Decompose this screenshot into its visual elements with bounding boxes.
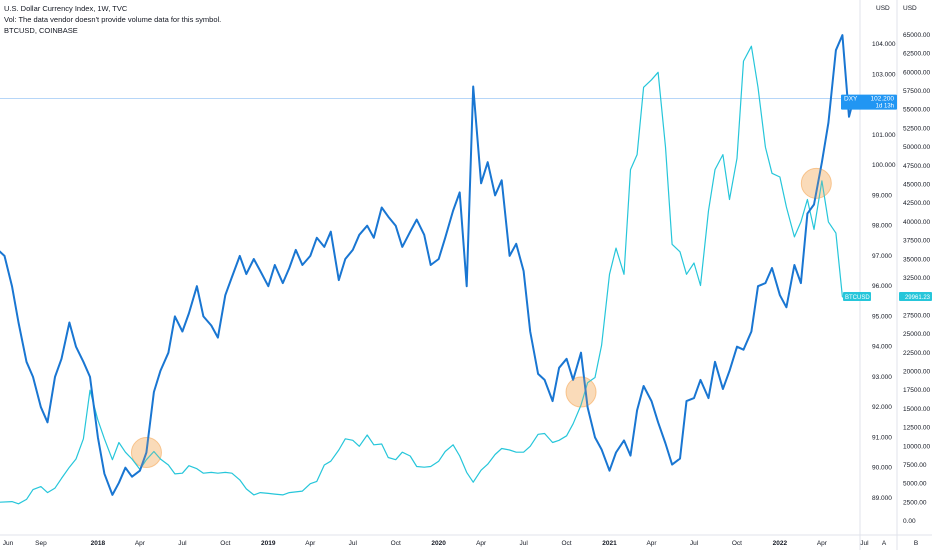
dxy-axis-tick-label: 103.000 bbox=[872, 71, 896, 78]
dxy-axis-tick-label: 91.000 bbox=[872, 434, 892, 441]
dxy-axis-tick-label: 104.000 bbox=[872, 41, 896, 48]
btc-axis-tick-label: 45000.00 bbox=[903, 182, 930, 189]
btc-axis-tick-label: 40000.00 bbox=[903, 219, 930, 226]
time-axis-tick-label: 2020 bbox=[431, 540, 446, 547]
btc-axis-tick-label: 15000.00 bbox=[903, 406, 930, 413]
dxy-tag-value: 102.200 bbox=[871, 96, 895, 103]
dxy-axis-tick-label: 92.000 bbox=[872, 404, 892, 411]
time-axis-tick-label: 2019 bbox=[261, 540, 276, 547]
dxy-axis-tick-label: 90.000 bbox=[872, 465, 892, 472]
dxy-axis-tick-label: 96.000 bbox=[872, 283, 892, 290]
dxy-axis-tick-label: 94.000 bbox=[872, 344, 892, 351]
dxy-axis-tick-label: 89.000 bbox=[872, 495, 892, 502]
scale-button-a[interactable]: A bbox=[882, 540, 887, 547]
dxy-tag-name: DXY bbox=[844, 96, 858, 103]
dxy-axis-tick-label: 100.000 bbox=[872, 162, 896, 169]
legend-title: U.S. Dollar Currency Index, 1W, TVC bbox=[4, 4, 128, 13]
scale-button-b[interactable]: B bbox=[914, 540, 918, 547]
time-axis-tick-label: Jun bbox=[3, 540, 14, 547]
btc-axis-unit: USD bbox=[903, 5, 917, 12]
dxy-axis-tick-label: 97.000 bbox=[872, 253, 892, 260]
highlight-circle-overlay bbox=[801, 168, 832, 199]
dxy-axis-tick-label: 95.000 bbox=[872, 313, 892, 320]
dxy-price-tag bbox=[841, 94, 897, 110]
dxy-series-line[interactable] bbox=[0, 34, 855, 496]
dxy-axis-tick-label: 98.000 bbox=[872, 223, 892, 230]
btc-axis-tick-label: 62500.00 bbox=[903, 51, 930, 58]
btc-axis-tick-label: 55000.00 bbox=[903, 107, 930, 114]
legend-btc-series: BTCUSD, COINBASE bbox=[4, 26, 78, 35]
legend-volume-note: Vol: The data vendor doesn't provide vol… bbox=[4, 15, 222, 24]
time-axis-tick-label: Jul bbox=[519, 540, 528, 547]
time-axis-tick-label: Jul bbox=[178, 540, 187, 547]
btc-tag-value: 29961.23 bbox=[905, 295, 931, 301]
time-axis-tick-label: Oct bbox=[220, 540, 230, 547]
btc-axis-tick-label: 12500.00 bbox=[903, 425, 930, 432]
time-axis-tick-label: Jul bbox=[690, 540, 699, 547]
btc-axis-tick-label: 0.00 bbox=[903, 518, 916, 525]
btc-axis-tick-label: 50000.00 bbox=[903, 144, 930, 151]
btc-axis-tick-label: 25000.00 bbox=[903, 331, 930, 338]
time-axis-tick-label: Apr bbox=[476, 540, 487, 547]
btc-axis-tick-label: 57500.00 bbox=[903, 88, 930, 95]
btc-price-tag bbox=[899, 291, 932, 301]
time-axis-tick-label: Apr bbox=[135, 540, 146, 547]
time-axis-tick-label: Oct bbox=[391, 540, 401, 547]
dxy-tag-countdown: 1d 13h bbox=[876, 104, 894, 110]
chart-legend: U.S. Dollar Currency Index, 1W, TVC Vol:… bbox=[4, 3, 221, 36]
btc-tag-name: BTCUSD bbox=[845, 295, 870, 301]
time-axis-tick-label: Sep bbox=[35, 540, 47, 547]
time-axis-tick-label: 2021 bbox=[602, 540, 617, 547]
highlight-circle-overlay bbox=[566, 377, 597, 408]
btc-axis-tick-label: 65000.00 bbox=[903, 32, 930, 39]
highlight-circle bbox=[565, 376, 597, 408]
btc-axis-tick-label: 60000.00 bbox=[903, 69, 930, 76]
btc-axis-tick-label: 27500.00 bbox=[903, 312, 930, 319]
btcusd-series-line[interactable] bbox=[0, 45, 855, 505]
btc-axis-tick-label: 10000.00 bbox=[903, 443, 930, 450]
btc-axis-tick-label: 2500.00 bbox=[903, 499, 927, 506]
btc-axis-tick-label: 42500.00 bbox=[903, 200, 930, 207]
btc-axis-tick-label: 47500.00 bbox=[903, 163, 930, 170]
btc-axis-tick-label: 52500.00 bbox=[903, 125, 930, 132]
btc-axis-tick-label: 37500.00 bbox=[903, 238, 930, 245]
time-axis-tick-label: Oct bbox=[732, 540, 742, 547]
time-axis-tick-label: Jul bbox=[349, 540, 358, 547]
btc-axis-tick-label: 32500.00 bbox=[903, 275, 930, 282]
dxy-axis-tick-label: 99.000 bbox=[872, 192, 892, 199]
time-axis-tick-label: Apr bbox=[646, 540, 657, 547]
time-axis-tick-label: 2022 bbox=[773, 540, 788, 547]
btc-axis-tick-label: 22500.00 bbox=[903, 350, 930, 357]
btc-axis-tick-label: 35000.00 bbox=[903, 256, 930, 263]
dxy-axis-tick-label: 93.000 bbox=[872, 374, 892, 381]
time-axis-tick-label: Apr bbox=[305, 540, 316, 547]
dxy-axis-unit: USD bbox=[876, 5, 890, 12]
btc-axis-tick-label: 7500.00 bbox=[903, 462, 927, 469]
time-axis-tick-label: Jul bbox=[860, 540, 869, 547]
time-axis-tick-label: Oct bbox=[562, 540, 572, 547]
highlight-circle-overlay bbox=[131, 437, 162, 468]
btc-axis-tick-label: 5000.00 bbox=[903, 481, 927, 488]
btc-name-tag bbox=[843, 291, 871, 301]
time-axis-tick-label: Apr bbox=[817, 540, 828, 547]
btc-axis-tick-label: 17500.00 bbox=[903, 387, 930, 394]
btc-axis-tick-label: 20000.00 bbox=[903, 368, 930, 375]
time-axis-tick-label: 2018 bbox=[91, 540, 106, 547]
dxy-axis-tick-label: 101.000 bbox=[872, 132, 896, 139]
